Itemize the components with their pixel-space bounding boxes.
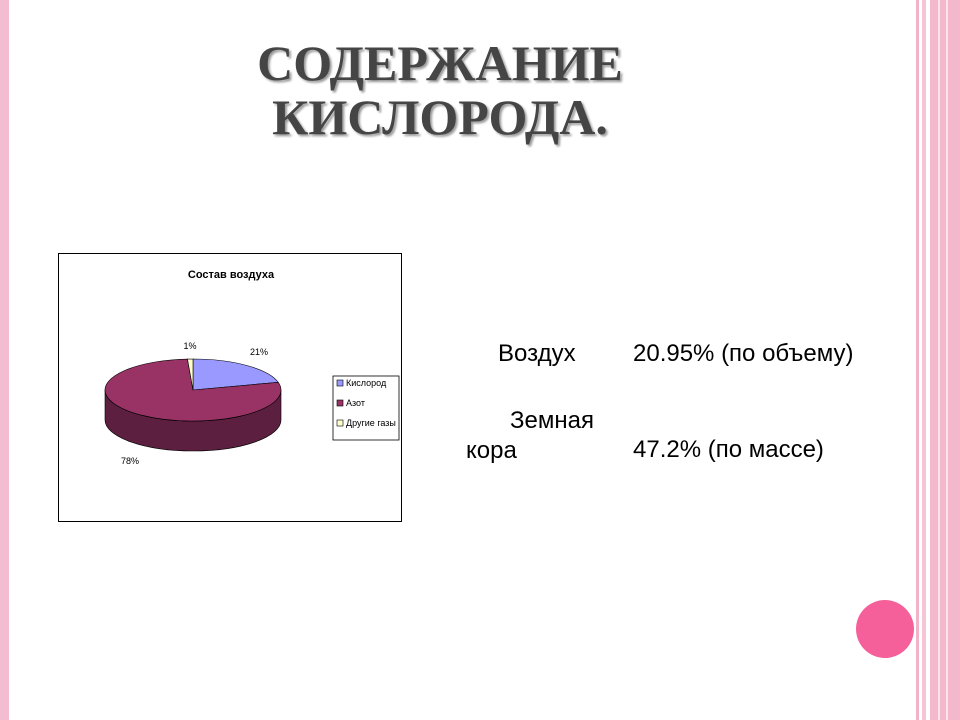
pie-slice-nitrogen: [104, 358, 282, 422]
data-label-nitrogen: 78%: [121, 456, 139, 466]
decorative-pink-dot: [856, 600, 914, 658]
title-line-2: КИСЛОРОДА.: [272, 89, 608, 145]
air-value: 20.95% (по объему): [633, 340, 854, 367]
pie-chart-svg: Состав воздуха 21% 78% 1% Кислород Азот Друг…: [104, 269, 400, 466]
legend-label-oxygen: Кислород: [346, 378, 387, 388]
legend-box: [332, 375, 400, 441]
pie-slice-other-gases: [187, 358, 194, 391]
right-decorative-stripes: [916, 0, 960, 720]
legend-label-nitrogen: Азот: [346, 398, 365, 408]
earth-crust-label: Земная кора: [466, 406, 594, 466]
earth-crust-label-line2: кора: [466, 437, 517, 464]
chart-title: Состав воздуха: [188, 269, 275, 281]
legend-label-other-gases: Другие газы: [346, 418, 396, 428]
pie-slice-oxygen: [192, 358, 279, 391]
data-label-oxygen: 21%: [250, 347, 268, 357]
air-label: Воздух: [498, 340, 576, 367]
earth-crust-value: 47.2% (по массе): [633, 436, 824, 463]
chart-legend: Кислород Азот Другие газы: [332, 375, 400, 441]
data-label-other-gases: 1%: [183, 341, 196, 351]
legend-swatch-oxygen: [336, 379, 344, 387]
title-line-1: СОДЕРЖАНИЕ: [257, 35, 623, 91]
legend-swatch-nitrogen: [336, 399, 344, 407]
left-border: [0, 0, 9, 720]
pie-chart: Состав воздуха 21% 78% 1% Кислород Азот Друг…: [58, 253, 402, 522]
earth-crust-label-line1: Земная: [510, 407, 594, 434]
slide-title: СОДЕРЖАНИЕ КИСЛОРОДА.: [130, 36, 750, 144]
legend-swatch-other-gases: [336, 419, 344, 427]
